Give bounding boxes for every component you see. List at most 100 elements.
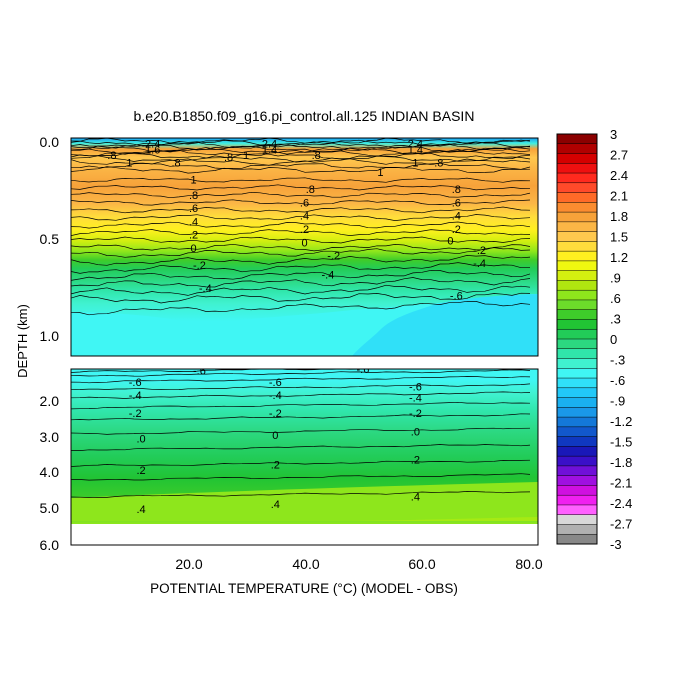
colorbar-swatch [557,475,597,486]
y-tick-label: 4.0 [40,464,60,480]
contour-line [71,491,531,498]
contour-line [71,383,531,391]
contour-label: 1 [412,158,418,170]
colorbar-swatch [557,241,597,252]
contour-label: 1 [377,167,383,179]
colorbar-label: .6 [610,291,621,306]
colorbar-swatch [557,221,597,233]
colorbar-swatch [557,329,597,340]
contour-label: .8 [434,158,443,170]
x-axis-label: POTENTIAL TEMPERATURE (°C) (MODEL - OBS) [150,581,458,596]
contour-label: .8 [172,158,181,170]
y-axis: 0.0 0.5 1.0 2.0 3.0 4.0 5.0 6.0 DEPTH (k… [15,134,59,553]
colorbar-label: -.6 [610,373,625,388]
contour-line [71,236,531,244]
colorbar-swatch [557,368,597,379]
contour-line [71,166,531,174]
contour-label: -.6 [129,377,142,389]
colorbar-swatch [557,407,597,418]
contour-label: .2 [452,224,461,236]
colorbar-swatch [557,290,597,301]
x-tick-label: 40.0 [292,556,319,572]
lower-contour-labels: -.6 -.6-.6-.4-.2.0.2.4-.6-.4-.20.2.4-.6-.… [129,364,422,516]
x-tick-label: 20.0 [175,556,202,572]
contour-label: .8 [189,190,198,202]
colorbar-swatch [557,348,597,359]
contour-label: .4 [411,492,420,504]
contour-label: .8 [312,150,321,162]
colorbar-label: -2.1 [610,476,632,491]
contour-line [71,247,531,258]
chart-title: b.e20.B1850.f09_g16.pi_control.all.125 I… [134,108,475,124]
colorbar-swatch [557,280,597,291]
contour-label: -.2 [269,408,282,420]
contour-line [71,155,531,163]
contour-line [71,162,531,170]
contour-label: 2.4 [145,139,160,151]
lower-panel: -.6 -.6-.6-.4-.2.0.2.4-.6-.4-.20.2.4-.6-.… [70,364,539,546]
colorbar-swatch [557,251,597,262]
upper-panel-frame [70,137,539,357]
contour-line [71,143,531,151]
colorbar-swatch [557,387,597,398]
contour-label: .8 [452,184,461,196]
contour-line [71,177,531,183]
colorbar-swatch [557,182,597,193]
contour-label: .0 [137,433,146,445]
contour-label: .4 [452,211,461,223]
colorbar-label: 0 [610,332,617,347]
contour-label: -.2 [327,251,340,263]
contour-label: -.4 [199,283,212,295]
contour-label: -.6 [193,365,206,377]
contour-label: .2 [411,454,420,466]
colorbar-label: .3 [610,312,621,327]
contour-label: -.6 [356,364,369,376]
x-tick-label: 60.0 [408,556,435,572]
contour-line [71,191,531,199]
contour-label: -.4 [129,390,142,402]
colorbar-swatch [557,260,597,272]
contour-line [71,401,531,410]
contour-label: 0 [191,243,197,255]
contour-label: -.6 [269,377,282,389]
lower-contour-lines [71,369,531,498]
contour-label: .6 [189,203,198,215]
colorbar-label: -.3 [610,353,625,368]
colorbar-swatch [557,378,597,389]
contour-label: -.2 [129,408,142,420]
colorbar-label: 1.5 [610,230,628,245]
y-tick-label: 0.0 [40,134,60,150]
colorbar-swatch [557,173,597,184]
colorbar-swatch [557,231,597,242]
contour-line [71,473,531,481]
contour-label: .0 [411,427,420,439]
lower-panel-frame [70,368,539,546]
y-tick-label: 0.5 [40,231,60,247]
colorbar-swatch [557,270,597,281]
colorbar-swatch [557,299,597,311]
contour-label: .2 [300,224,309,236]
contour-label: -.4 [321,270,334,282]
contour-label: 1.6 [145,144,160,156]
colorbar-label: -1.8 [610,455,632,470]
contour-line [71,277,531,288]
contour-label: 1 [191,175,197,187]
contour-label: .4 [137,504,146,516]
colorbar-swatch [557,485,597,496]
contour-line [71,199,531,206]
contour-line [71,376,531,384]
contour-label: .8 [306,184,315,196]
colorbar-swatch [557,163,597,174]
colorbar-swatch [557,202,597,213]
colorbar-label: -2.7 [610,517,632,532]
contour-label: .6 [300,198,309,210]
contour-line [71,145,531,153]
lower-bright-wedge [350,517,538,521]
contour-line [71,391,531,399]
contour-label: .8 [224,152,233,164]
contour-label: .6 [452,198,461,210]
contour-label: -.2 [193,260,206,272]
contour-label: 1 [126,158,132,170]
contour-line [71,152,531,160]
contour-line [71,284,531,296]
